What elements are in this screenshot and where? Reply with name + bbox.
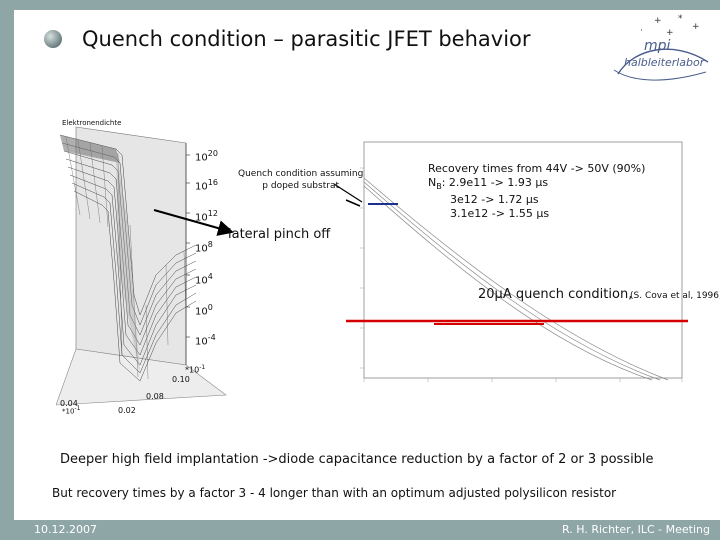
tick-label: 104 (195, 272, 213, 287)
logo-star-icon: + (692, 22, 700, 32)
x-multiplier-label: *10-1 (185, 364, 206, 375)
lateral-pinch-label: lateral pinch off (228, 227, 331, 242)
footer-bar (0, 520, 720, 540)
tick-label: 100 (195, 303, 213, 318)
x-tick-label: 0.10 (172, 375, 190, 384)
tick-label: 1016 (195, 178, 218, 193)
logo-text-halbleiterlabor: halbleiterlabor (624, 56, 705, 69)
logo-star-icon: + (654, 16, 662, 26)
substrate-arrow-icon (333, 183, 363, 203)
conclusion-line-2: But recovery times by a factor 3 - 4 lon… (52, 486, 617, 500)
lateral-pinch-arrow-icon (153, 199, 361, 236)
tick-label: 1020 (195, 149, 218, 164)
logo-star-icon: · (640, 26, 643, 36)
x-tick-label: 0.08 (146, 392, 164, 401)
x-multiplier-label: *10-1 (62, 405, 81, 416)
title-bullet-icon (44, 30, 62, 48)
logo-star-icon: * (678, 14, 683, 24)
footer-author: R. H. Richter, ILC - Meeting (562, 523, 710, 536)
substrate-note: Quench condition assuming p doped substr… (238, 169, 364, 191)
x-tick-label: 0.02 (118, 406, 136, 415)
logo-swoosh-icon (613, 48, 709, 81)
tick-label: 1012 (195, 209, 218, 224)
mpi-halbleiterlabor-logo: + * + · + mpi halbleiterlabor (604, 12, 716, 90)
logo-text-mpi: mpi (644, 38, 671, 54)
x-tick-label: 0.04 (60, 399, 78, 408)
quench-condition-label: 20µA quench condition, (478, 287, 633, 302)
cova-reference: (S. Cova et al, 1996) (630, 291, 720, 301)
logo-star-icon: + (666, 28, 674, 38)
electron-density-surface-plot (55, 115, 236, 415)
left-plot-axis-title: Elektronendichte (62, 119, 122, 127)
conclusion-line-1: Deeper high field implantation ->diode c… (60, 452, 654, 467)
footer-date: 10.12.2007 (34, 523, 97, 536)
tick-label: 108 (195, 240, 213, 255)
recovery-times-note: Recovery times from 44V -> 50V (90%) NB:… (428, 162, 646, 220)
recovery-curve-plot (338, 138, 690, 400)
page-title: Quench condition – parasitic JFET behavi… (82, 27, 531, 51)
tick-label: 10-4 (195, 333, 216, 348)
